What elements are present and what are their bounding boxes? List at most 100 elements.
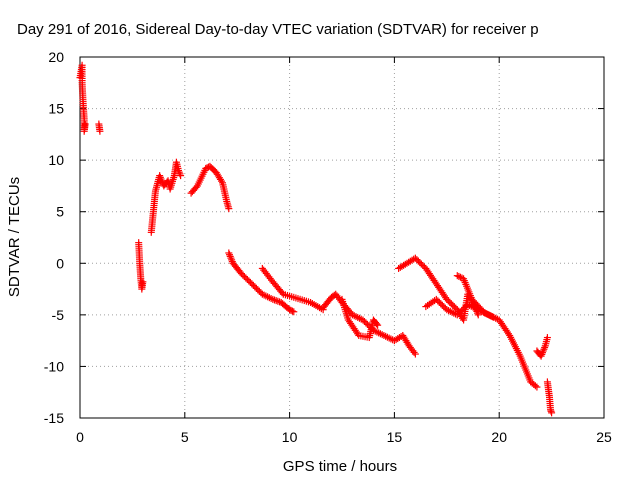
data-point xyxy=(252,284,260,292)
data-point xyxy=(438,301,446,309)
data-point xyxy=(239,271,247,279)
data-point xyxy=(461,303,469,311)
data-point xyxy=(158,177,166,185)
data-point xyxy=(414,257,422,265)
data-point xyxy=(227,254,235,262)
y-tick-label: 5 xyxy=(56,204,64,220)
data-point xyxy=(486,311,494,319)
y-tick-label: 0 xyxy=(56,255,64,271)
data-point xyxy=(139,278,147,286)
data-point xyxy=(290,308,298,316)
data-point xyxy=(455,272,463,280)
data-point xyxy=(225,249,233,257)
data-point xyxy=(225,205,233,213)
data-point xyxy=(245,277,253,285)
data-point xyxy=(459,305,467,313)
data-point xyxy=(217,177,225,185)
data-point xyxy=(411,254,419,262)
data-point xyxy=(413,256,421,264)
data-point xyxy=(446,298,454,306)
grid xyxy=(80,57,604,418)
data-point xyxy=(539,347,547,355)
y-tick-label: 10 xyxy=(48,152,64,168)
data-point xyxy=(176,170,184,178)
data-point xyxy=(242,274,250,282)
data-point xyxy=(226,252,234,260)
data-point xyxy=(449,301,457,309)
y-tick-label: -10 xyxy=(44,358,64,374)
data-point xyxy=(272,297,280,305)
x-tick-label: 20 xyxy=(491,429,507,445)
data-point xyxy=(177,172,185,180)
data-point xyxy=(246,278,254,286)
data-point xyxy=(416,259,424,267)
data-point xyxy=(248,280,256,288)
data-point xyxy=(539,349,547,357)
data-point xyxy=(458,306,466,314)
data-point xyxy=(156,172,164,180)
data-point xyxy=(251,283,259,291)
data-point xyxy=(432,295,440,303)
data-point xyxy=(360,317,368,325)
data-point xyxy=(533,383,541,391)
data-point xyxy=(435,298,443,306)
data-point xyxy=(453,311,461,319)
chart-title: Day 291 of 2016, Sidereal Day-to-day VTE… xyxy=(17,21,539,38)
data-point xyxy=(228,256,236,264)
x-tick-label: 0 xyxy=(76,429,84,445)
data-point xyxy=(537,352,545,360)
data-point xyxy=(455,309,463,317)
data-point xyxy=(484,310,492,318)
data-point xyxy=(81,120,89,128)
data-point xyxy=(481,309,489,317)
data-point xyxy=(373,320,381,328)
data-point xyxy=(447,300,455,308)
data-point xyxy=(374,321,382,329)
data-point xyxy=(541,344,549,352)
x-tick-label: 10 xyxy=(282,429,298,445)
data-point xyxy=(450,303,458,311)
data-point xyxy=(156,173,164,181)
data-point xyxy=(443,295,451,303)
data-point xyxy=(487,312,495,320)
data-point xyxy=(543,334,551,342)
data-point xyxy=(453,272,461,280)
data-point xyxy=(437,300,445,308)
data-point xyxy=(531,382,539,390)
data-point xyxy=(411,350,419,358)
data-point xyxy=(240,273,248,281)
data-point xyxy=(434,297,442,305)
data-point xyxy=(538,350,546,358)
data-point xyxy=(456,273,464,281)
data-point xyxy=(456,308,464,316)
data-point xyxy=(175,166,183,174)
data-point xyxy=(444,297,452,305)
data-point xyxy=(243,275,251,283)
plot-frame xyxy=(79,56,605,419)
data-point xyxy=(489,313,497,321)
data-point xyxy=(362,319,370,327)
data-points xyxy=(76,61,556,417)
data-point xyxy=(271,296,279,304)
data-point xyxy=(410,348,418,356)
data-point xyxy=(96,127,104,135)
data-point xyxy=(175,168,183,176)
x-tick-label: 25 xyxy=(596,429,612,445)
data-point xyxy=(288,307,296,315)
y-axis-label: SDTVAR / TECUs xyxy=(6,177,23,297)
y-tick-label: -15 xyxy=(44,410,64,426)
data-point xyxy=(274,297,282,305)
y-tick-label: 20 xyxy=(48,49,64,65)
data-point xyxy=(540,345,548,353)
x-axis-label: GPS time / hours xyxy=(283,458,397,475)
data-point xyxy=(249,281,257,289)
data-point xyxy=(237,270,245,278)
data-point xyxy=(359,316,367,324)
y-tick-label: 15 xyxy=(48,101,64,117)
data-point xyxy=(482,310,490,318)
x-tick-label: 15 xyxy=(387,429,403,445)
data-point xyxy=(548,409,556,417)
axis-ticks: 0 5 10 15 20 25 -15 -10 -5 0 5 10 15 20 xyxy=(44,49,612,445)
data-point xyxy=(157,175,165,183)
